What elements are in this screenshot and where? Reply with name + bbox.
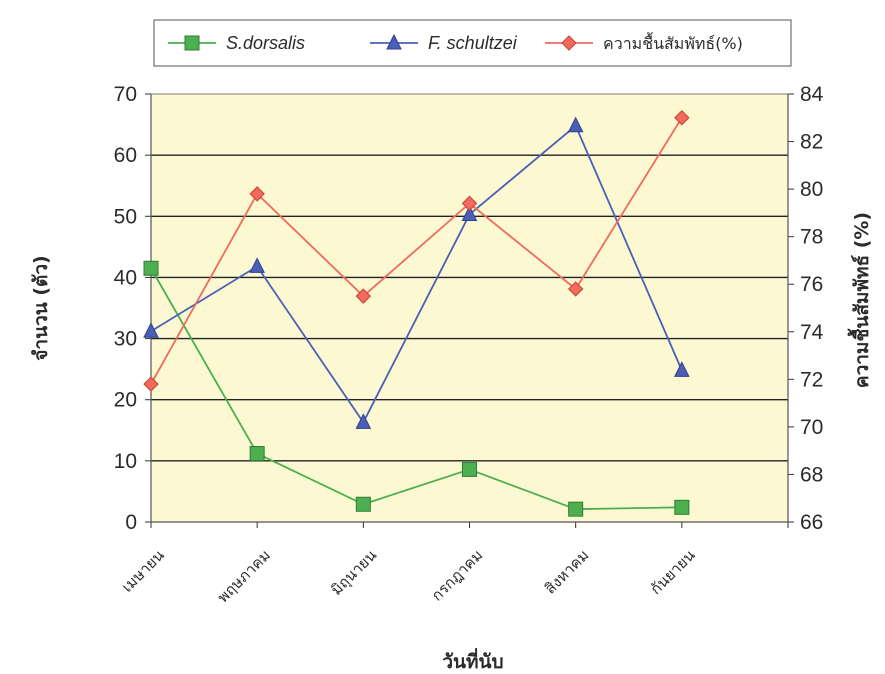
x-tick-label: มิถุนายน bbox=[328, 547, 381, 600]
x-tick-label: เมษายน bbox=[119, 547, 168, 596]
x-tick-label: สิงหาคม bbox=[542, 547, 593, 598]
series-line bbox=[150, 117, 683, 385]
data-point bbox=[355, 288, 372, 304]
plot-area bbox=[150, 93, 789, 523]
y2-tick-label: 80 bbox=[800, 178, 823, 201]
series-0 bbox=[143, 260, 690, 517]
series-line bbox=[150, 124, 683, 425]
y2-tick-label: 68 bbox=[800, 463, 823, 486]
y-tick-label: 10 bbox=[114, 450, 137, 473]
series-2 bbox=[143, 110, 690, 392]
y-axis-title: จำนวน (ตัว) bbox=[30, 255, 52, 360]
legend-label: S.dorsalis bbox=[226, 33, 305, 53]
y2-tick-label: 78 bbox=[800, 226, 823, 249]
data-point bbox=[461, 205, 478, 221]
y-tick-label: 70 bbox=[114, 83, 137, 106]
data-point bbox=[143, 376, 159, 392]
data-point bbox=[143, 260, 159, 276]
data-point bbox=[567, 116, 584, 133]
data-point bbox=[355, 413, 372, 429]
y-tick-label: 0 bbox=[125, 511, 137, 534]
data-point bbox=[143, 322, 159, 338]
x-tick-label: กันยายน bbox=[647, 547, 698, 598]
data-point bbox=[567, 281, 584, 297]
data-point bbox=[674, 110, 690, 126]
y-tick-label: 60 bbox=[114, 144, 137, 167]
data-point bbox=[249, 186, 265, 202]
y2-tick-label: 66 bbox=[800, 511, 823, 534]
y2-tick-label: 84 bbox=[800, 83, 824, 106]
legend-marker bbox=[386, 33, 402, 50]
y2-tick-label: 72 bbox=[800, 368, 823, 391]
data-point bbox=[249, 446, 265, 462]
series bbox=[143, 110, 690, 517]
y-tick-label: 20 bbox=[114, 389, 137, 412]
data-point bbox=[462, 461, 477, 477]
y2-tick-label: 76 bbox=[800, 273, 823, 296]
legend-label: F. schultzei bbox=[428, 33, 518, 53]
data-point bbox=[674, 361, 690, 377]
legend-box bbox=[153, 19, 792, 67]
y-tick-label: 40 bbox=[114, 266, 137, 289]
legend-marker bbox=[561, 35, 577, 51]
legend-label: ความชื้นสัมพัทธ์(%) bbox=[603, 32, 743, 53]
data-point bbox=[674, 499, 690, 515]
series-1 bbox=[143, 116, 690, 429]
y2-tick-label: 82 bbox=[800, 131, 823, 154]
x-tick-label: กรกฎาคม bbox=[429, 547, 487, 605]
y-tick-label: 50 bbox=[114, 205, 137, 228]
x-tick-label: พฤษภาคม bbox=[215, 547, 274, 606]
data-point bbox=[249, 257, 265, 273]
y2-axis-title: ความชื้นสัมพัทธ์ (%) bbox=[847, 212, 873, 388]
series-line bbox=[150, 267, 682, 511]
data-point bbox=[568, 501, 584, 517]
data-point bbox=[461, 195, 478, 212]
data-point bbox=[355, 496, 371, 512]
legend: S.dorsalis F. schultzei ความชื้นสัมพัทธ์(%… bbox=[153, 19, 792, 67]
y-tick-label: 30 bbox=[114, 328, 137, 351]
x-axis-title: วันที่นับ bbox=[442, 648, 503, 673]
y2-tick-label: 70 bbox=[800, 416, 823, 439]
y2-tick-label: 74 bbox=[800, 321, 824, 344]
legend-marker bbox=[184, 35, 200, 51]
